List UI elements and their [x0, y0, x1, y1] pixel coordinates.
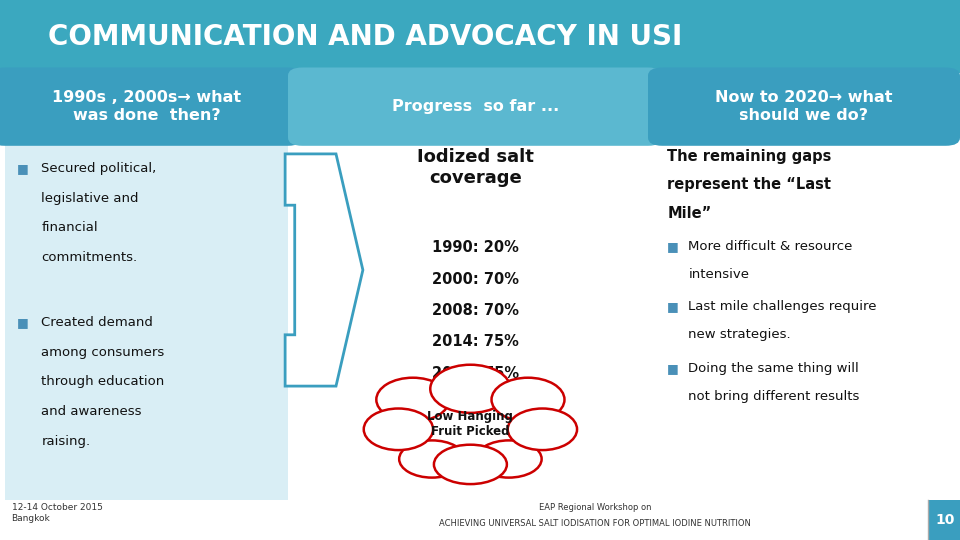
Text: new strategies.: new strategies. [688, 328, 791, 341]
FancyBboxPatch shape [929, 500, 960, 540]
Ellipse shape [508, 408, 577, 450]
Text: ■: ■ [667, 362, 679, 375]
Text: ACHIEVING UNIVERSAL SALT IODISATION FOR OPTIMAL IODINE NUTRITION: ACHIEVING UNIVERSAL SALT IODISATION FOR … [440, 519, 751, 529]
Text: Low Hanging
Fruit Picked: Low Hanging Fruit Picked [427, 410, 514, 438]
Text: represent the “Last: represent the “Last [667, 177, 831, 192]
Text: ■: ■ [667, 300, 679, 313]
Text: 12-14 October 2015
Bangkok: 12-14 October 2015 Bangkok [12, 503, 103, 523]
Text: raising.: raising. [41, 435, 90, 448]
Text: ■: ■ [17, 162, 29, 175]
Text: among consumers: among consumers [41, 346, 164, 359]
Text: intensive: intensive [688, 268, 750, 281]
Polygon shape [285, 154, 363, 386]
Text: Progress  so far ...: Progress so far ... [392, 99, 559, 114]
Text: 2000: 70%: 2000: 70% [432, 272, 518, 287]
Text: Created demand: Created demand [41, 316, 154, 329]
Text: EAP Regional Workshop on: EAP Regional Workshop on [539, 503, 652, 512]
Text: Now to 2020→ what
should we do?: Now to 2020→ what should we do? [715, 90, 893, 123]
Text: 2014: 75%: 2014: 75% [432, 334, 518, 349]
Text: not bring different results: not bring different results [688, 390, 860, 403]
Text: legislative and: legislative and [41, 192, 139, 205]
FancyBboxPatch shape [648, 68, 960, 146]
Ellipse shape [399, 441, 465, 477]
Text: 2008: 70%: 2008: 70% [432, 303, 518, 318]
Ellipse shape [476, 441, 541, 477]
Text: and awareness: and awareness [41, 405, 142, 418]
Ellipse shape [430, 364, 511, 413]
Text: commitments.: commitments. [41, 251, 137, 264]
Text: financial: financial [41, 221, 98, 234]
Text: ■: ■ [667, 240, 679, 253]
Text: Mile”: Mile” [667, 206, 711, 221]
Text: Secured political,: Secured political, [41, 162, 156, 175]
Text: Iodized salt
coverage: Iodized salt coverage [417, 148, 534, 187]
Text: Last mile challenges require: Last mile challenges require [688, 300, 876, 313]
FancyBboxPatch shape [0, 0, 960, 73]
Text: 1990s , 2000s→ what
was done  then?: 1990s , 2000s→ what was done then? [52, 90, 241, 123]
Text: ■: ■ [17, 316, 29, 329]
Ellipse shape [492, 377, 564, 422]
FancyBboxPatch shape [0, 68, 302, 146]
Ellipse shape [364, 408, 433, 450]
FancyBboxPatch shape [288, 68, 662, 146]
Text: More difficult & resource: More difficult & resource [688, 240, 852, 253]
Text: 10: 10 [935, 513, 954, 527]
Text: through education: through education [41, 375, 164, 388]
Text: Doing the same thing will: Doing the same thing will [688, 362, 859, 375]
Text: 2015 -75%: 2015 -75% [432, 366, 518, 381]
Ellipse shape [434, 445, 507, 484]
Ellipse shape [376, 377, 449, 422]
FancyBboxPatch shape [5, 140, 288, 500]
Text: COMMUNICATION AND ADVOCACY IN USI: COMMUNICATION AND ADVOCACY IN USI [48, 23, 682, 51]
Text: 1990: 20%: 1990: 20% [432, 240, 518, 255]
Text: The remaining gaps: The remaining gaps [667, 148, 831, 164]
